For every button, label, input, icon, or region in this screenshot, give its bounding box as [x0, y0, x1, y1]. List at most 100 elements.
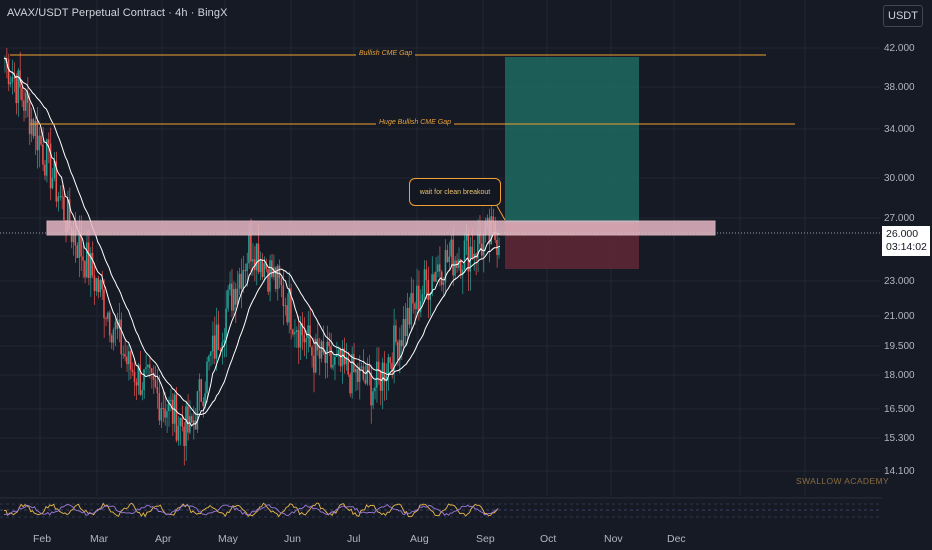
candle-body: [307, 325, 309, 339]
candle-body: [425, 269, 428, 281]
candle-body: [231, 283, 233, 311]
candle-body: [479, 233, 481, 244]
candle-body: [477, 233, 479, 259]
candle-body: [143, 369, 145, 391]
candle-body: [305, 338, 307, 343]
price-tick: 18.000: [884, 370, 915, 381]
price-tick: 27.000: [884, 213, 915, 224]
candle-body: [318, 350, 321, 359]
candle-body: [444, 249, 447, 283]
time-tick: Jun: [284, 533, 301, 545]
candle-body: [108, 312, 111, 336]
candle-body: [66, 199, 69, 233]
candle-body: [13, 77, 16, 79]
candle-body: [435, 271, 437, 282]
candle-body: [374, 387, 376, 392]
candle-body: [450, 239, 452, 257]
candle-body: [196, 391, 199, 430]
candle-body: [181, 417, 183, 427]
wait-breakout-callout[interactable]: wait for clean breakout: [409, 178, 501, 206]
resistance-zone[interactable]: [46, 220, 716, 236]
candle-body: [215, 324, 218, 359]
candle-body: [486, 217, 489, 222]
candle-body: [299, 323, 302, 348]
candle-body: [225, 308, 227, 340]
candle-body: [320, 341, 323, 359]
candle-body: [356, 369, 359, 382]
candle-body: [412, 293, 414, 304]
candle-body: [190, 416, 193, 423]
candle-body: [120, 319, 122, 355]
candle-body: [32, 119, 35, 137]
candle-body: [105, 318, 107, 320]
candle-body: [416, 285, 418, 310]
candle-body: [139, 364, 141, 395]
candle-body: [61, 196, 63, 198]
candle-body: [286, 305, 288, 323]
candle-body: [473, 253, 475, 258]
candle-body: [324, 352, 327, 363]
candle-body: [114, 321, 117, 330]
oscillator-pane: [0, 497, 882, 518]
candle-body: [126, 356, 128, 365]
candle-body: [17, 70, 19, 104]
candle-body: [21, 87, 23, 101]
candle-body: [11, 77, 14, 83]
candle-body: [295, 330, 298, 333]
candle-body: [389, 357, 391, 363]
candle-body: [185, 406, 187, 446]
candle-body: [76, 245, 79, 258]
candle-body: [148, 364, 151, 369]
candle-body: [265, 263, 267, 270]
candle-body: [183, 426, 185, 446]
candle-body: [91, 253, 94, 276]
candle-body: [465, 233, 468, 241]
price-tick: 16.500: [884, 404, 915, 415]
candle-body: [400, 340, 403, 347]
candle-body: [332, 364, 334, 368]
candle-body: [192, 420, 195, 423]
candle-body: [492, 216, 494, 222]
huge-bullish-cme-gap-label: Huge Bullish CME Gap: [376, 119, 454, 126]
candle-body: [129, 351, 132, 370]
price-tick: 15.300: [884, 433, 915, 444]
profit-zone[interactable]: [505, 57, 639, 223]
candle-body: [244, 270, 246, 272]
candle-body: [236, 288, 239, 305]
candle-body: [110, 335, 113, 343]
watermark: SWALLOW ACADEMY: [796, 476, 890, 486]
candle-body: [383, 362, 386, 382]
candle-body: [454, 260, 456, 276]
candle-body: [391, 362, 393, 373]
candle-body: [7, 59, 10, 85]
candle-body: [177, 425, 180, 441]
candle-body: [282, 285, 285, 307]
candlesticks: [4, 48, 500, 466]
candle-body: [347, 357, 349, 375]
candle-body: [364, 379, 367, 384]
candle-body: [372, 391, 374, 406]
candle-body: [84, 260, 86, 278]
candle-body: [395, 325, 397, 343]
candle-body: [103, 289, 105, 319]
currency-button[interactable]: USDT: [883, 5, 923, 27]
candle-body: [311, 347, 313, 356]
candle-body: [366, 365, 368, 384]
candle-body: [463, 240, 466, 270]
candle-body: [74, 230, 77, 246]
candle-body: [421, 294, 424, 302]
candle-body: [288, 288, 290, 323]
candle-body: [301, 323, 304, 336]
candle-body: [23, 100, 25, 111]
candle-body: [408, 307, 410, 325]
candle-body: [179, 417, 182, 426]
candle-body: [59, 196, 61, 198]
candle-body: [194, 420, 197, 430]
candle-body: [267, 269, 269, 292]
candle-body: [122, 354, 124, 356]
candle-body: [269, 260, 271, 292]
candle-body: [78, 232, 80, 258]
candle-body: [168, 399, 170, 412]
